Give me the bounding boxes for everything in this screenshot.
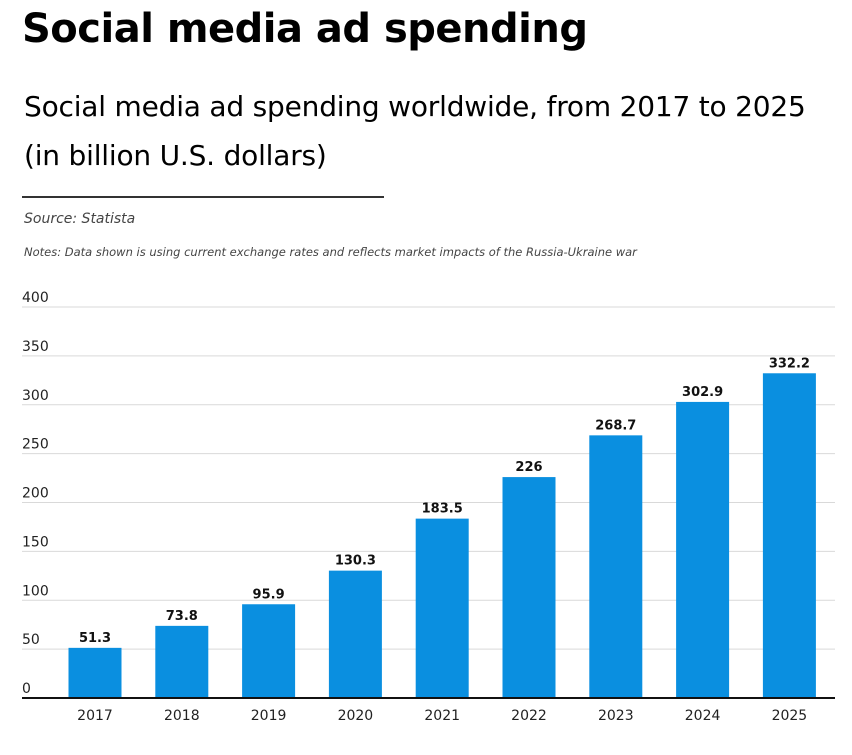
y-tick-label: 350	[22, 339, 49, 355]
notes-text: Notes: Data shown is using current excha…	[24, 245, 637, 259]
x-axis: 2017 2018 2019 2020 2021 2022 2023 2024 2025	[22, 697, 835, 724]
data-labels: 51.3 73.8 95.9 130.3 183.5 226 268.7 302.9 332.2	[79, 356, 810, 646]
x-tick-label-2021: 2021	[424, 708, 460, 724]
data-label-2023: 268.7	[595, 418, 636, 433]
x-tick-label-2018: 2018	[164, 708, 200, 724]
bar-2023	[589, 435, 643, 698]
bar-chart: 0 50 100 150 200 250 300 350 400 51.3 73.8 95.9 130…	[22, 290, 835, 724]
chart-title: Social media ad spending	[22, 6, 588, 52]
x-tick-label-2019: 2019	[251, 708, 287, 724]
divider	[22, 196, 384, 198]
bar-2022	[502, 477, 556, 698]
x-tick-label-2025: 2025	[772, 708, 808, 724]
y-tick-label: 400	[22, 290, 49, 306]
bar-2020	[328, 570, 382, 698]
source-note: Source: Statista	[24, 211, 136, 227]
y-tick-label: 100	[22, 583, 49, 599]
y-tick-label: 300	[22, 388, 49, 404]
x-tick-label-2020: 2020	[338, 708, 374, 724]
x-tick-label-2024: 2024	[685, 708, 721, 724]
bar-2018	[155, 625, 209, 698]
y-axis: 0 50 100 150 200 250 300 350 400	[22, 290, 49, 697]
data-label-2019: 95.9	[253, 587, 285, 602]
bar-2019	[242, 604, 296, 698]
y-tick-label: 50	[22, 632, 40, 648]
data-label-2024: 302.9	[682, 385, 723, 400]
data-label-2020: 130.3	[335, 554, 376, 569]
y-tick-label: 150	[22, 534, 49, 550]
data-label-2017: 51.3	[79, 631, 111, 646]
bar-2024	[676, 401, 730, 698]
x-tick-label-2023: 2023	[598, 708, 634, 724]
data-label-2021: 183.5	[422, 502, 463, 517]
x-tick-label-2017: 2017	[77, 708, 113, 724]
bars	[68, 373, 816, 698]
data-label-2018: 73.8	[166, 609, 198, 624]
y-tick-label: 200	[22, 486, 49, 502]
bar-2025	[762, 373, 816, 698]
y-tick-label: 250	[22, 437, 49, 453]
data-label-2022: 226	[515, 460, 542, 475]
x-tick-label-2022: 2022	[511, 708, 547, 724]
y-tick-label: 0	[22, 681, 31, 697]
data-label-2025: 332.2	[769, 356, 810, 371]
bar-2021	[415, 518, 469, 698]
bar-2017	[68, 647, 122, 698]
chart-subtitle: Social media ad spending worldwide, from…	[24, 90, 806, 172]
